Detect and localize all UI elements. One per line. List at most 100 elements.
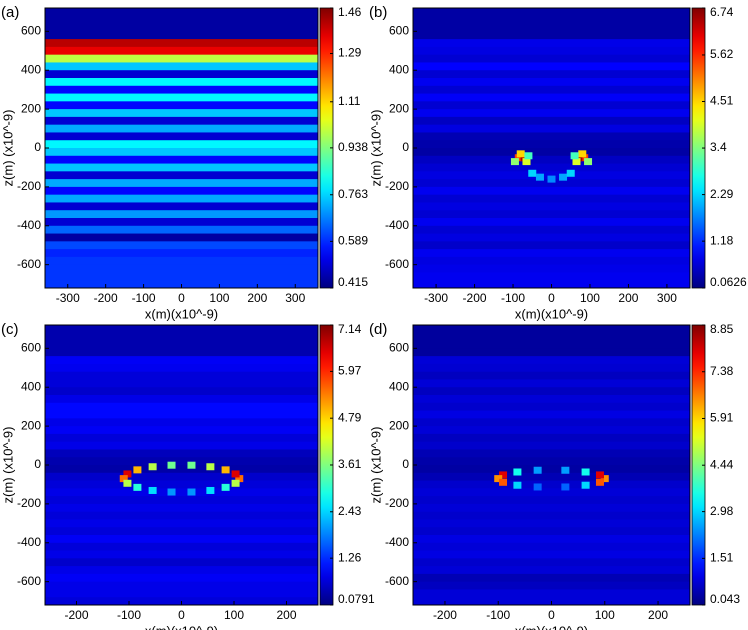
hot-cell: [206, 486, 215, 494]
row-cell: [413, 465, 690, 474]
hot-cell: [231, 479, 240, 487]
row-cell: [413, 348, 690, 357]
row-cell: [413, 202, 690, 211]
row-cell: [413, 441, 690, 450]
colorbar-tick-label: 0.589: [338, 234, 368, 248]
row-cell: [413, 186, 690, 196]
y-tick-label: 600: [389, 341, 409, 355]
hot-cell: [581, 481, 590, 489]
colorbar-tick-label: 1.11: [338, 94, 361, 108]
row-cell: [413, 325, 690, 334]
hot-cell: [167, 461, 176, 469]
row-cell: [45, 457, 318, 466]
row-cell: [45, 356, 318, 365]
colorbar-tick-label: 0.043: [710, 592, 740, 606]
row-cell: [413, 116, 690, 126]
row-cell: [45, 441, 318, 450]
row-cell: [413, 356, 690, 365]
panel-label: (b): [369, 4, 387, 21]
colorbar-tick-label: 7.14: [338, 322, 362, 336]
row-cell: [45, 566, 318, 575]
row-cell: [45, 589, 318, 598]
row-cell: [45, 171, 318, 180]
x-tick-label: -200: [463, 291, 487, 305]
x-tick-label: -100: [501, 291, 525, 305]
hot-cell: [600, 475, 609, 483]
y-tick-label: 600: [21, 341, 41, 355]
row-cell: [413, 480, 690, 489]
x-tick-label: 200: [247, 291, 267, 305]
row-cell: [413, 124, 690, 133]
hot-cell: [559, 173, 568, 181]
colorbar-tick-label: 2.29: [710, 187, 734, 201]
row-cell: [45, 496, 318, 505]
y-tick-label: 400: [389, 379, 409, 393]
row-cell: [45, 70, 318, 79]
row-cell: [413, 550, 690, 559]
x-tick-label: -200: [94, 291, 118, 305]
row-cell: [413, 264, 690, 273]
colorbar-tick-label: 0.0791: [338, 592, 375, 606]
row-cell: [413, 340, 690, 349]
hot-cell: [221, 483, 230, 491]
row-cell: [45, 264, 318, 273]
row-cell: [45, 210, 318, 219]
y-tick-label: -400: [17, 218, 41, 232]
row-cell: [45, 371, 318, 380]
x-tick-label: 200: [648, 608, 668, 622]
hot-cell: [584, 158, 593, 166]
plot-area: [45, 325, 318, 605]
hot-cell: [123, 470, 132, 478]
row-cell: [45, 148, 318, 157]
row-cell: [413, 132, 690, 141]
colorbar-tick-label: 6.74: [710, 5, 734, 19]
colorbar-tick-label: 0.938: [338, 140, 368, 154]
x-tick-label: 300: [657, 291, 677, 305]
row-cell: [45, 39, 318, 48]
row-cell: [45, 465, 318, 474]
colorbar-tick-label: 0.415: [338, 275, 368, 289]
colorbar-tick-label: 1.46: [338, 5, 362, 19]
row-cell: [45, 101, 318, 110]
y-tick-label: 400: [21, 379, 41, 393]
y-axis-label: z(m) (x10^-9): [368, 427, 383, 504]
colorbar-tick-label: 4.51: [710, 94, 734, 108]
hot-cell: [513, 481, 522, 489]
hot-cell: [123, 479, 132, 487]
row-cell: [45, 124, 318, 133]
x-tick-label: 300: [285, 291, 305, 305]
row-cell: [45, 433, 318, 443]
colorbar-tick-label: 5.91: [710, 411, 734, 425]
row-cell: [413, 8, 690, 17]
y-tick-label: -400: [385, 218, 409, 232]
hot-cell: [148, 486, 157, 494]
row-cell: [413, 558, 690, 567]
x-axis-label: x(m)(x10^-9): [145, 623, 218, 630]
y-tick-label: -600: [17, 257, 41, 271]
hot-cell: [595, 478, 604, 486]
row-cell: [45, 179, 318, 188]
hot-cell: [535, 173, 544, 181]
panel-label: (a): [1, 4, 19, 21]
y-tick-label: 0: [34, 140, 41, 154]
x-tick-label: -300: [424, 291, 448, 305]
hot-cell: [578, 150, 587, 158]
row-cell: [413, 218, 690, 227]
x-axis-label: x(m)(x10^-9): [515, 306, 588, 321]
hot-cell: [513, 468, 522, 476]
row-cell: [45, 218, 318, 227]
row-cell: [45, 241, 318, 250]
hot-cell: [235, 475, 244, 483]
row-cell: [413, 449, 690, 458]
row-cell: [413, 410, 690, 419]
row-cell: [45, 93, 318, 102]
row-cell: [45, 449, 318, 458]
x-axis-label: x(m)(x10^-9): [515, 623, 588, 630]
row-cell: [413, 148, 690, 157]
row-cell: [45, 85, 318, 95]
row-cell: [45, 558, 318, 567]
row-cell: [413, 581, 690, 590]
hot-cell: [119, 475, 128, 483]
row-cell: [45, 8, 318, 17]
hot-cell: [499, 478, 508, 486]
